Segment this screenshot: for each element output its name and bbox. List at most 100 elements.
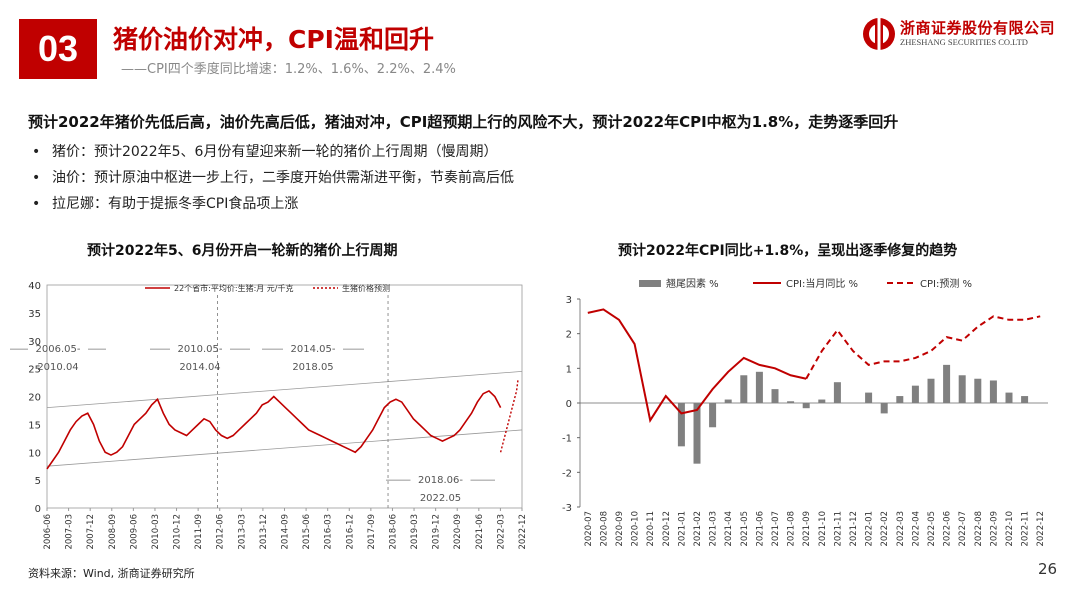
x-tick-label: 2022-10: [1005, 511, 1015, 547]
x-tick-label: 2022-05: [927, 511, 937, 547]
x-tick-label: 2022-12: [518, 514, 528, 550]
x-tick-label: 2021-11: [833, 511, 843, 547]
period-label-start: 2014.05-: [291, 344, 336, 355]
source-note: 资料来源：Wind, 浙商证券研究所: [28, 567, 195, 580]
company-name-en: ZHESHANG SECURITIES CO.LTD: [900, 37, 1028, 47]
period-label-start: 2018.06-: [418, 475, 463, 486]
x-tick-label: 2020-07: [584, 511, 594, 547]
x-tick-label: 2019-12: [432, 514, 442, 550]
x-tick-label: 2015-06: [302, 514, 312, 550]
carryover-bar: [740, 375, 748, 403]
period-label-end: 2018.05: [292, 362, 333, 373]
x-tick-label: 2022-07: [958, 511, 968, 547]
x-tick-label: 2014-09: [281, 514, 291, 550]
x-tick-label: 2020-12: [662, 511, 672, 547]
x-tick-label: 2021-12: [849, 511, 859, 547]
carryover-bar: [865, 392, 873, 403]
y-tick-label: 3: [566, 295, 572, 306]
y-tick-label: 20: [28, 393, 41, 404]
carryover-bar: [958, 375, 966, 403]
x-tick-label: 2021-06: [755, 511, 765, 547]
trend-lower-line: [46, 429, 523, 467]
x-tick-label: 2007-12: [86, 514, 96, 550]
carryover-bar: [927, 378, 935, 403]
carryover-bar: [989, 380, 997, 403]
x-tick-label: 2020-08: [599, 511, 609, 547]
y-tick-label: 15: [28, 420, 41, 431]
carryover-bar: [709, 403, 717, 428]
y-tick-label: 2: [566, 330, 572, 341]
y-tick-label: 40: [28, 281, 41, 292]
page-number: 26: [1038, 560, 1058, 578]
company-name-cn: 浙商证券股份有限公司: [900, 19, 1056, 37]
x-tick-label: 2020-09: [615, 511, 625, 547]
x-tick-label: 2022-04: [911, 511, 921, 547]
x-tick-label: 2021-04: [724, 511, 734, 547]
carryover-bar: [1021, 396, 1029, 403]
x-tick-label: 2017-09: [367, 514, 377, 550]
x-tick-label: 2013-12: [259, 514, 269, 550]
pork-price-line: [46, 389, 502, 470]
x-tick-label: 2021-09: [802, 511, 812, 547]
legend-forecast-label: CPI:预测 %: [920, 277, 972, 290]
y-tick-label: 35: [28, 309, 41, 320]
legend-actual-label: CPI:当月同比 %: [786, 277, 858, 290]
y-tick-label: 5: [35, 476, 41, 487]
x-tick-label: 2022-01: [865, 511, 875, 547]
carryover-bar: [880, 403, 888, 414]
cpi-forecast-line: [805, 315, 1041, 380]
period-label-start: 2006.05-: [36, 344, 81, 355]
period-label-end: 2010.04: [37, 362, 78, 373]
period-label-end: 2014.04: [179, 362, 220, 373]
carryover-bar: [724, 399, 732, 403]
y-tick-label: 1: [566, 364, 572, 375]
carryover-bar: [818, 399, 826, 403]
carryover-bar: [1005, 392, 1013, 403]
legend-bar-label: 翘尾因素 %: [666, 277, 719, 290]
legend-actual-label: 22个省市:平均价:生猪:月 元/千克: [174, 283, 294, 293]
y-tick-label: -3: [562, 503, 572, 514]
cpi-actual-line: [587, 308, 807, 423]
x-tick-label: 2021-05: [740, 511, 750, 547]
x-tick-label: 2020-10: [631, 511, 641, 547]
x-tick-label: 2022-12: [1036, 511, 1046, 547]
x-tick-label: 2022-02: [880, 511, 890, 547]
carryover-bar: [896, 396, 904, 403]
x-tick-label: 2009-06: [129, 514, 139, 550]
pork-forecast-line: [499, 379, 519, 453]
pork-price-chart: 0 5 10 15 20 25 30 35 40 2006-06 2007-03 2007-12 200…: [10, 281, 528, 550]
carryover-bar: [771, 389, 779, 403]
legend-forecast-label: 生猪价格预测: [342, 283, 390, 293]
y-tick-label: -1: [562, 434, 572, 445]
bullet-la-nina: 拉尼娜：有助于提振冬季CPI食品项上涨: [28, 191, 514, 217]
bullet-list: 猪价：预计2022年5、6月份有望迎来新一轮的猪价上行周期（慢周期） 油价：预计…: [28, 139, 514, 217]
y-tick-label: 25: [28, 365, 41, 376]
x-tick-label: 2010-03: [151, 514, 161, 550]
carryover-bar: [787, 401, 795, 403]
x-tick-label: 2021-10: [818, 511, 828, 547]
legend-bar-swatch: [639, 280, 661, 287]
x-tick-label: 2008-09: [108, 514, 118, 550]
x-tick-label: 2022-03: [896, 511, 906, 547]
carryover-bar: [833, 382, 841, 403]
x-tick-label: 2018-06: [388, 514, 398, 550]
x-tick-label: 2007-03: [65, 514, 75, 550]
page-subtitle: ——CPI四个季度同比增速：1.2%、1.6%、2.2%、2.4%: [121, 62, 456, 77]
trend-upper-line: [46, 371, 523, 409]
x-tick-label: 2012-06: [216, 514, 226, 550]
x-tick-label: 2021-06: [475, 514, 485, 550]
x-tick-label: 2021-03: [709, 511, 719, 547]
x-tick-label: 2021-02: [693, 511, 703, 547]
carryover-bar: [974, 378, 982, 403]
carryover-bar: [755, 371, 763, 403]
y-tick-label: 10: [28, 448, 41, 459]
cpi-chart-title: 预计2022年CPI同比+1.8%，呈现出逐季修复的趋势: [618, 243, 958, 259]
x-tick-label: 2019-03: [410, 514, 420, 550]
x-tick-label: 2011-09: [194, 514, 204, 550]
x-tick-label: 2021-01: [677, 511, 687, 547]
period-label-end: 2022.05: [420, 493, 461, 504]
logo-mark-icon: [863, 18, 895, 50]
y-tick-label: -2: [562, 468, 572, 479]
y-tick-label: 0: [35, 504, 41, 515]
carryover-bar: [677, 403, 685, 447]
